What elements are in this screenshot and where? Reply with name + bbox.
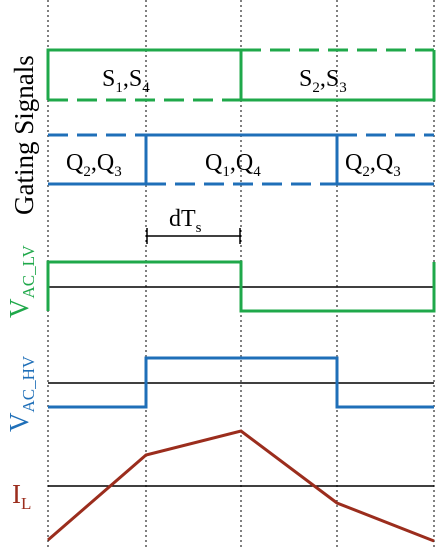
s-gating-waveform — [46, 48, 436, 102]
s14-solid — [46, 48, 436, 102]
dts-dimension — [146, 228, 241, 244]
q14-label: Q1,Q4 — [205, 150, 261, 180]
s14-label: S1,S4 — [102, 66, 150, 96]
s23-label: S2,S3 — [299, 66, 347, 96]
q-gating-waveform — [48, 133, 434, 186]
vac-lv-waveform — [46, 260, 436, 313]
dts-label: dTs — [169, 206, 202, 236]
s23-dashed — [48, 48, 434, 102]
vac-hv-label: VAC_HV — [4, 355, 38, 432]
q23-right-label: Q2,Q3 — [345, 150, 401, 180]
il-waveform — [47, 429, 435, 543]
vac-hv-waveform — [48, 356, 434, 409]
q23-left-label: Q2,Q3 — [66, 150, 122, 180]
il-label: IL — [12, 479, 31, 513]
q23-dashed — [48, 133, 434, 186]
gating-signals-title: Gating Signals — [9, 55, 39, 215]
q14-solid — [48, 133, 434, 186]
vac-lv-label: VAC_LV — [4, 245, 38, 318]
